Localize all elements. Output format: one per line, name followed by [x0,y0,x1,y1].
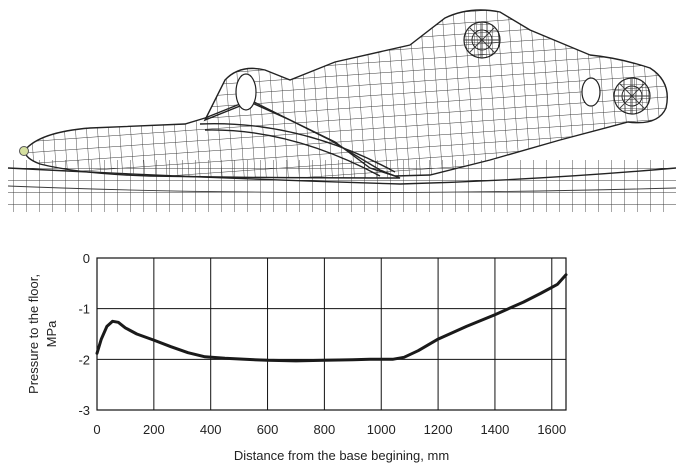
pressure-chart: 0 200 400 600 800 1000 1200 1400 1600 0 -1 -2 -3 Dist… [26,251,568,463]
x-tick-label: 400 [200,422,222,437]
x-tick-label: 200 [143,422,165,437]
mesh-hole [581,77,601,107]
mesh-marker [19,146,29,156]
y-axis-title: Pressure to the floor, MPa [26,274,59,394]
y-tick-label: -3 [78,403,90,418]
x-tick-label: 1400 [480,422,509,437]
mesh-base [24,99,401,179]
fe-mesh-illustration [7,9,676,212]
x-tick-label: 800 [314,422,336,437]
x-tick-label: 600 [257,422,279,437]
mesh-hub-right [613,77,651,115]
y-tick-label: -2 [78,352,90,367]
mesh-hole [235,73,257,111]
x-axis-title: Distance from the base begining, mm [234,448,449,463]
x-tick-label: 1600 [537,422,566,437]
y-axis-title-line: MPa [44,320,59,348]
x-tick-label: 1200 [424,422,453,437]
pressure-series-line [95,273,568,363]
y-tick-label: 0 [83,251,90,266]
x-tick-label: 1000 [367,422,396,437]
mesh-hub-upper [463,21,501,59]
y-tick-label: -1 [78,302,90,317]
mesh-boom [203,9,668,177]
y-axis-title-line: Pressure to the floor, [26,274,41,394]
x-tick-label: 0 [93,422,100,437]
plot-frame [96,257,567,411]
